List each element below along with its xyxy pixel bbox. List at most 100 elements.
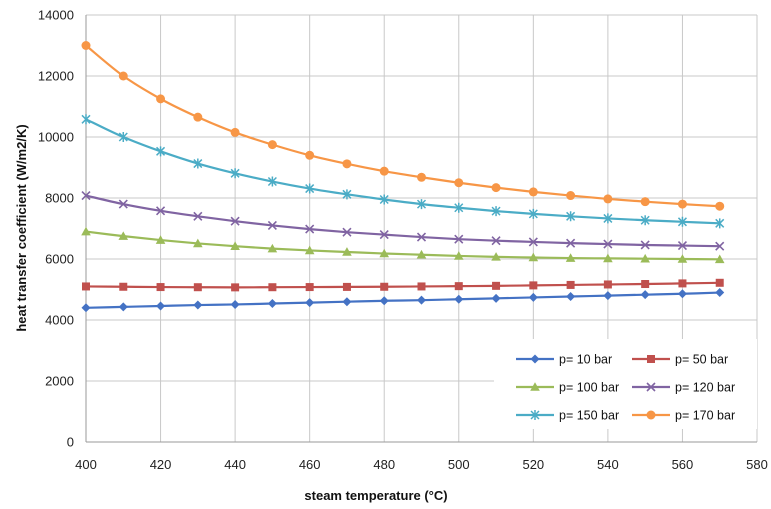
data-point (677, 199, 687, 209)
data-point (528, 252, 539, 262)
legend-item: p= 120 bar (632, 381, 735, 395)
x-axis-title: steam temperature (°C) (304, 488, 447, 503)
data-point (677, 216, 687, 227)
legend-swatch-marker (530, 410, 540, 420)
data-point (342, 297, 352, 307)
data-point (118, 231, 129, 240)
y-axis-title: heat transfer coefficient (W/m2/K) (14, 124, 29, 331)
x-tick-label: 580 (746, 457, 768, 472)
data-point (603, 239, 613, 249)
y-tick-label: 10000 (38, 130, 74, 145)
data-point (454, 202, 464, 213)
series-2 (82, 278, 724, 292)
data-point (342, 247, 352, 256)
data-point (714, 254, 725, 264)
data-point (566, 238, 576, 248)
legend-item: p= 50 bar (632, 353, 728, 367)
data-point (603, 280, 612, 289)
series-3 (81, 226, 725, 264)
series-5 (81, 114, 725, 229)
data-point (491, 183, 501, 193)
y-tick-label: 12000 (38, 69, 74, 84)
data-point (305, 224, 315, 234)
legend-item: p= 150 bar (516, 409, 619, 423)
series-line (85, 118, 720, 225)
data-point (193, 158, 203, 169)
data-point (230, 168, 240, 179)
data-point (81, 303, 91, 313)
y-tick-label: 4000 (45, 313, 74, 328)
data-point (118, 199, 128, 209)
series-layer (81, 41, 725, 313)
data-point (529, 281, 538, 290)
data-point (268, 283, 277, 292)
data-point (230, 241, 240, 250)
data-point (379, 230, 389, 240)
series-line (85, 230, 720, 261)
y-tick-label: 6000 (45, 252, 74, 267)
x-tick-label: 400 (75, 457, 97, 472)
data-point (677, 289, 687, 299)
data-point (230, 299, 240, 309)
data-point (565, 253, 576, 262)
data-point (416, 249, 427, 259)
data-point (379, 296, 389, 306)
data-point (230, 127, 240, 137)
data-point (715, 278, 724, 287)
y-tick-label: 2000 (45, 374, 74, 389)
data-point (156, 94, 166, 104)
data-point (230, 216, 240, 226)
data-point (416, 232, 427, 242)
x-tick-label: 500 (448, 457, 470, 472)
data-point (492, 281, 501, 290)
data-point (678, 279, 687, 288)
data-point (379, 194, 389, 205)
data-point (267, 220, 277, 231)
y-tick-label: 14000 (38, 8, 74, 23)
data-point (193, 238, 203, 248)
series-line (85, 291, 720, 309)
data-point (156, 301, 166, 311)
legend-label: p= 120 bar (675, 381, 735, 395)
y-tick-label: 8000 (45, 191, 74, 206)
data-point (640, 253, 650, 263)
legend-label: p= 50 bar (675, 353, 728, 367)
data-point (156, 146, 166, 157)
data-point (193, 112, 203, 122)
data-point (193, 300, 203, 310)
series-6 (81, 41, 725, 211)
data-point (603, 253, 613, 263)
data-point (715, 201, 725, 211)
data-point (640, 240, 650, 250)
data-point (677, 241, 688, 251)
data-point (528, 187, 538, 197)
x-tick-label: 440 (224, 457, 246, 472)
legend-item: p= 10 bar (516, 353, 612, 367)
data-point (156, 283, 165, 292)
data-point (491, 236, 501, 246)
data-point (81, 226, 91, 236)
x-tick-label: 460 (299, 457, 321, 472)
x-tick-label: 520 (522, 457, 544, 472)
data-point (453, 251, 464, 260)
data-point (304, 245, 315, 255)
data-point (305, 298, 315, 308)
series-line (85, 281, 720, 289)
data-point (231, 283, 240, 292)
data-point (454, 294, 464, 304)
data-point (267, 243, 278, 253)
data-point (379, 166, 389, 176)
data-point (603, 194, 613, 204)
data-point (715, 288, 725, 298)
data-point (528, 208, 538, 219)
data-point (454, 178, 464, 188)
x-tick-label: 420 (150, 457, 172, 472)
data-point (566, 211, 576, 222)
data-point (379, 248, 390, 258)
legend: p= 10 bar p= 50 bar p= 100 bar p= 120 bar p=… (494, 339, 757, 429)
data-point (82, 282, 90, 291)
data-point (528, 292, 538, 302)
data-point (119, 282, 128, 291)
data-point (81, 190, 91, 201)
